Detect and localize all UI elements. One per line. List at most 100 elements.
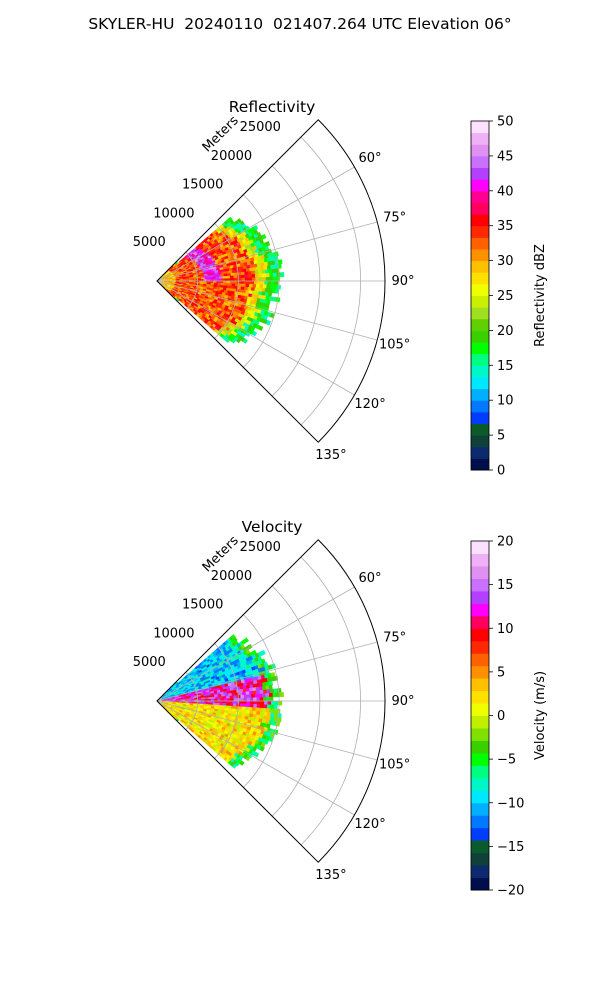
echo-bin (230, 272, 235, 277)
colorbar-swatch (471, 260, 489, 273)
colorbar-swatch (471, 740, 489, 754)
echo-bin (233, 280, 238, 284)
echo-bin (261, 233, 267, 240)
colorbar-swatch (471, 295, 489, 308)
echo-bin (236, 275, 242, 279)
colorbar-swatch (471, 852, 489, 866)
echo-bin (260, 280, 265, 285)
echo-bin (254, 290, 260, 296)
echo-bin (235, 700, 240, 705)
chart-title: Velocity (242, 518, 303, 536)
echo-bin (249, 700, 254, 705)
echo-bin (271, 280, 276, 286)
colorbar-swatch (471, 446, 489, 459)
colorbar-swatch (471, 653, 489, 667)
echo-bin (218, 696, 224, 700)
echo-bin (259, 689, 264, 695)
echo-bin (252, 331, 258, 337)
echo-bin (259, 266, 265, 271)
echo-bin (255, 284, 261, 289)
echo-bin (236, 338, 242, 344)
echo-bin (243, 637, 249, 643)
colorbar-swatch (471, 365, 489, 378)
echo-bin (250, 280, 255, 285)
colorbar-swatch (471, 144, 489, 157)
echo-bin (217, 694, 222, 698)
colorbar-swatch (471, 121, 489, 134)
echo-bin (267, 292, 273, 297)
colorbar-swatch (471, 678, 489, 692)
echo-bin (208, 696, 213, 700)
colorbar-swatch (471, 190, 489, 203)
echo-bin (269, 284, 274, 290)
colorbar-swatch (471, 840, 489, 854)
radial-tick-label: 20000 (211, 569, 252, 584)
echo-bin (229, 703, 234, 707)
colorbar-swatch (471, 565, 489, 579)
colorbar-swatch (471, 132, 489, 145)
echo-bin (236, 280, 241, 285)
angle-tick-label: 75° (383, 210, 406, 225)
colorbar: 0 5 10 15 20 25 30 35 40 45 50 Reflectivity dBZ (470, 115, 548, 479)
echo-bin (251, 277, 256, 282)
colorbar-tick-label: 30 (497, 254, 514, 269)
azimuth-spoke (156, 280, 378, 341)
echo-bin (259, 711, 265, 716)
echo-bin (254, 273, 260, 278)
colorbar-tick-label: 5 (497, 429, 505, 444)
colorbar-swatch (471, 411, 489, 424)
echo-bin (268, 680, 274, 686)
echo-bin (262, 284, 267, 289)
colorbar-swatch (471, 283, 489, 296)
echo-bin (245, 688, 250, 693)
echo-bin (238, 691, 243, 696)
echo-bin (237, 706, 243, 710)
colorbar-swatch (471, 703, 489, 716)
echo-bin (243, 703, 248, 708)
echo-bin (229, 275, 235, 279)
echo-bin (226, 695, 231, 699)
echo-bin (240, 271, 246, 276)
radial-tick-label: 25000 (240, 120, 281, 135)
chart-title: Reflectivity (229, 98, 316, 116)
echo-bin (240, 694, 245, 699)
echo-bin (258, 707, 264, 713)
colorbar-swatch (471, 802, 489, 816)
radial-tick-label: 10000 (153, 626, 194, 641)
echo-field (160, 216, 285, 344)
echo-bin (269, 708, 274, 714)
colorbar-swatch (471, 307, 489, 320)
azimuth-spoke (156, 166, 355, 282)
echo-bin (262, 685, 267, 691)
echo-bin (260, 649, 266, 656)
echo-bin (258, 273, 263, 278)
echo-bin (265, 273, 270, 278)
colorbar-swatch (471, 202, 489, 215)
echo-bin (259, 746, 265, 752)
colorbar-swatch (471, 553, 489, 567)
echo-bin (241, 277, 246, 282)
echo-bin (249, 703, 254, 708)
angle-tick-label: 75° (383, 630, 406, 645)
colorbar-tick-label: 25 (497, 289, 514, 304)
radial-tick-label: 10000 (153, 206, 194, 221)
echo-bin (255, 686, 260, 692)
reflectivity-panel: Reflectivity500010000150002000025000Mete… (133, 98, 548, 479)
echo-bin (270, 688, 275, 694)
echo-bin (257, 287, 263, 292)
colorbar-swatch (471, 342, 489, 355)
colorbar-swatch (471, 777, 489, 791)
echo-bin (256, 704, 261, 709)
colorbar-swatch (471, 865, 489, 879)
echo-bin (266, 704, 271, 710)
echo-bin (239, 700, 244, 705)
echo-bin (252, 267, 258, 272)
echo-bin (257, 700, 262, 705)
echo-bin (264, 280, 269, 286)
echo-bin (252, 687, 257, 692)
echo-bin (277, 259, 283, 265)
echo-bin (232, 763, 237, 769)
echo-bin (256, 266, 261, 271)
echo-bin (271, 700, 276, 706)
echo-bin (177, 299, 180, 302)
